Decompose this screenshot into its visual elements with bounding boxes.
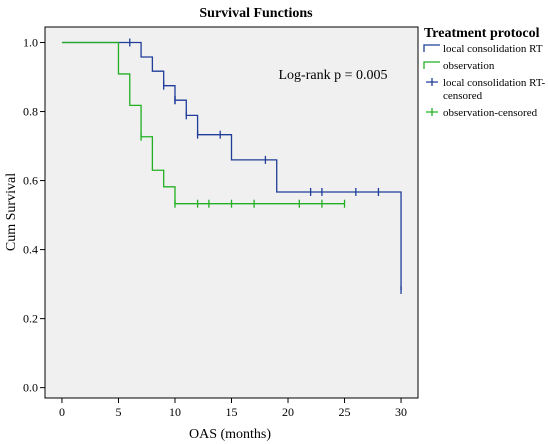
legend-swatch-3 [426,108,438,116]
legend-label-3: observation-censored [443,107,538,119]
plot-area [44,26,419,399]
x-axis-label: OAS (months) [189,427,271,442]
y-tick-label: 1.0 [23,36,38,50]
legend-label-1: observation [443,60,495,72]
x-tick-label: 15 [226,405,238,419]
y-axis-label: Cum Survival [4,173,19,251]
x-tick-label: 20 [282,405,294,419]
x-tick-label: 25 [339,405,351,419]
x-tick-label: 10 [169,405,181,419]
x-tick-label: 30 [395,405,407,419]
x-tick-label: 5 [115,405,121,419]
legend-swatch-2 [426,78,438,86]
x-tick-label: 0 [59,405,65,419]
log-rank-annotation: Log-rank p = 0.005 [279,68,388,83]
y-tick-label: 0.4 [23,243,38,257]
survival-curves [61,38,402,294]
chart-title: Survival Functions [199,6,313,21]
legend-label-2: local consolidation RT-censored [443,77,546,102]
legend: Treatment protocol local consolidation R… [423,26,546,119]
y-tick-label: 0.0 [23,381,38,395]
y-tick-label: 0.6 [23,174,38,188]
series-line-0 [61,41,402,290]
series-line-1 [61,41,345,205]
y-tick-label: 0.2 [23,312,38,326]
legend-swatch-0 [423,44,440,52]
legend-label-0: local consolidation RT [443,43,543,55]
legend-swatch-1 [423,61,440,69]
legend-title: Treatment protocol [424,26,540,41]
axes: 0 5 10 15 20 25 30 0.0 0.2 0.4 0.6 0.8 1.0 [23,36,407,419]
y-tick-label: 0.8 [23,105,38,119]
